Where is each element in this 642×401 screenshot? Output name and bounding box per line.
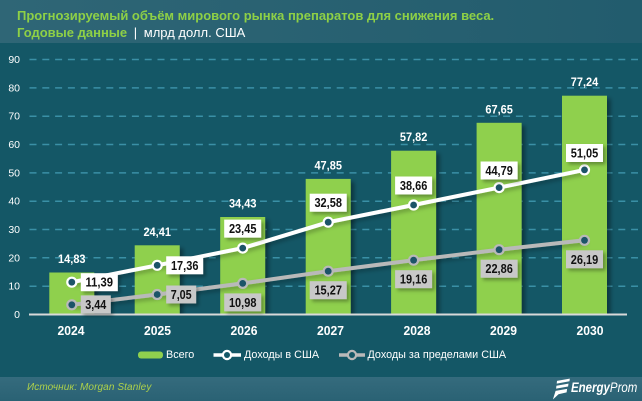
svg-text:10: 10	[8, 281, 20, 293]
svg-text:44,79: 44,79	[485, 163, 513, 178]
svg-text:2028: 2028	[404, 323, 431, 338]
svg-text:80: 80	[8, 82, 20, 94]
svg-text:26,19: 26,19	[571, 252, 599, 267]
svg-text:22,86: 22,86	[485, 261, 513, 276]
svg-text:2025: 2025	[144, 323, 171, 338]
svg-text:30: 30	[8, 224, 20, 236]
svg-text:24,41: 24,41	[143, 227, 171, 239]
svg-text:60: 60	[8, 139, 20, 151]
svg-text:10,98: 10,98	[229, 295, 257, 310]
svg-text:67,65: 67,65	[485, 104, 513, 116]
svg-text:23,45: 23,45	[229, 221, 257, 236]
svg-text:47,85: 47,85	[314, 160, 342, 172]
svg-text:90: 90	[8, 54, 20, 66]
svg-text:51,05: 51,05	[571, 146, 599, 161]
svg-text:50: 50	[8, 167, 20, 179]
svg-text:19,16: 19,16	[400, 272, 428, 287]
svg-text:2029: 2029	[490, 323, 517, 338]
svg-text:14,83: 14,83	[58, 254, 86, 266]
svg-text:11,39: 11,39	[86, 275, 114, 290]
svg-text:77,24: 77,24	[571, 77, 599, 89]
svg-text:40: 40	[8, 196, 20, 208]
svg-text:32,58: 32,58	[314, 195, 342, 210]
svg-text:2030: 2030	[577, 323, 604, 338]
svg-text:15,27: 15,27	[314, 283, 342, 298]
svg-text:70: 70	[8, 111, 20, 123]
svg-text:7,05: 7,05	[171, 287, 192, 302]
svg-text:38,66: 38,66	[400, 178, 428, 193]
svg-text:34,43: 34,43	[229, 199, 257, 211]
svg-text:20: 20	[8, 252, 20, 264]
svg-text:2026: 2026	[231, 323, 258, 338]
svg-text:17,36: 17,36	[171, 258, 199, 273]
svg-text:3,44: 3,44	[85, 297, 107, 312]
svg-text:0: 0	[14, 309, 20, 321]
svg-text:2024: 2024	[58, 323, 86, 338]
svg-text:57,82: 57,82	[400, 132, 428, 144]
svg-text:2027: 2027	[317, 323, 344, 338]
